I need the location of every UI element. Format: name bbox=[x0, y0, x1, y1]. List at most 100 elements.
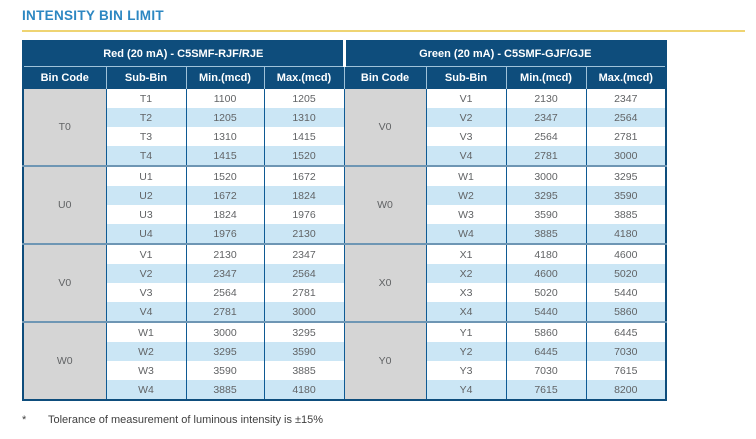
sub-bin-cell: V4 bbox=[105, 302, 186, 322]
max-cell: 6445 bbox=[585, 321, 667, 342]
footnote: * Tolerance of measurement of luminous i… bbox=[22, 414, 756, 426]
sub-bin-cell: X4 bbox=[425, 302, 507, 322]
min-cell: 2781 bbox=[505, 146, 587, 166]
sub-bin-cell: T2 bbox=[105, 108, 186, 127]
min-cell: 3885 bbox=[505, 224, 587, 244]
table-row: V2 2347 2564 X2 4600 5020 bbox=[23, 264, 667, 283]
footnote-text: Tolerance of measurement of luminous int… bbox=[48, 414, 324, 426]
column-header-green-bin-code: Bin Code bbox=[343, 66, 427, 89]
sub-bin-cell: X3 bbox=[425, 283, 507, 302]
min-cell: 1100 bbox=[185, 89, 264, 108]
min-cell: 1520 bbox=[185, 165, 264, 186]
min-cell: 5860 bbox=[505, 321, 587, 342]
bin-code-cell: V0 bbox=[22, 243, 106, 322]
bin-code-cell: U0 bbox=[22, 165, 106, 244]
sub-bin-cell: V2 bbox=[425, 108, 507, 127]
max-cell: 1520 bbox=[263, 146, 345, 166]
max-cell: 1824 bbox=[263, 186, 345, 205]
table-row: T2 1205 1310 V2 2347 2564 bbox=[23, 108, 667, 127]
max-cell: 3295 bbox=[585, 165, 667, 186]
min-cell: 3590 bbox=[185, 361, 264, 380]
table-row: W0 W1 3000 3295 Y0 Y1 5860 6445 bbox=[22, 321, 667, 400]
max-cell: 2781 bbox=[263, 283, 345, 302]
max-cell: 3885 bbox=[585, 205, 667, 224]
sub-bin-cell: V3 bbox=[425, 127, 507, 146]
bin-code-cell: X0 bbox=[343, 243, 427, 322]
sub-bin-cell: V3 bbox=[105, 283, 186, 302]
sub-bin-cell: Y4 bbox=[425, 380, 507, 400]
max-cell: 3000 bbox=[585, 146, 667, 166]
red-section-header: Red (20 mA) - C5SMF-RJF/RJE bbox=[23, 41, 345, 67]
min-cell: 6445 bbox=[505, 342, 587, 361]
intensity-bin-table: Red (20 mA) - C5SMF-RJF/RJE Green (20 mA… bbox=[22, 40, 668, 401]
sub-bin-cell: U4 bbox=[105, 224, 186, 244]
min-cell: 1824 bbox=[185, 205, 264, 224]
sub-bin-cell: V2 bbox=[105, 264, 186, 283]
max-cell: 4180 bbox=[263, 380, 345, 400]
min-cell: 5440 bbox=[505, 302, 587, 322]
section-header-row: Red (20 mA) - C5SMF-RJF/RJE Green (20 mA… bbox=[23, 41, 667, 67]
sub-bin-cell: W1 bbox=[105, 321, 186, 342]
bin-code-cell: Y0 bbox=[343, 321, 427, 400]
min-cell: 3590 bbox=[505, 205, 587, 224]
min-cell: 1415 bbox=[185, 146, 264, 166]
min-cell: 2564 bbox=[505, 127, 587, 146]
bin-code-cell: T0 bbox=[22, 89, 106, 166]
table-row: V0 V1 2130 2347 X0 X1 4180 4600 bbox=[22, 243, 667, 322]
sub-bin-cell: V1 bbox=[105, 243, 186, 264]
max-cell: 3295 bbox=[263, 321, 345, 342]
sub-bin-cell: T3 bbox=[105, 127, 186, 146]
table-row: U3 1824 1976 W3 3590 3885 bbox=[23, 205, 667, 224]
table-row: W3 3590 3885 Y3 7030 7615 bbox=[23, 361, 667, 380]
min-cell: 4600 bbox=[505, 264, 587, 283]
max-cell: 2564 bbox=[585, 108, 667, 127]
min-cell: 1205 bbox=[185, 108, 264, 127]
max-cell: 2347 bbox=[585, 89, 667, 108]
sub-bin-cell: V1 bbox=[425, 89, 507, 108]
min-cell: 2781 bbox=[185, 302, 264, 322]
sub-bin-cell: X1 bbox=[425, 243, 507, 264]
table-row: T4 1415 1520 V4 2781 3000 bbox=[23, 146, 667, 166]
column-header-green-sub-bin: Sub-Bin bbox=[425, 66, 507, 89]
sub-bin-cell: U3 bbox=[105, 205, 186, 224]
max-cell: 3590 bbox=[263, 342, 345, 361]
max-cell: 7030 bbox=[585, 342, 667, 361]
sub-bin-cell: X2 bbox=[425, 264, 507, 283]
min-cell: 5020 bbox=[505, 283, 587, 302]
max-cell: 1205 bbox=[263, 89, 345, 108]
sub-bin-cell: W1 bbox=[425, 165, 507, 186]
sub-bin-cell: T1 bbox=[105, 89, 186, 108]
column-header-green-max: Max.(mcd) bbox=[585, 66, 667, 89]
sub-bin-cell: W3 bbox=[425, 205, 507, 224]
sub-bin-cell: V4 bbox=[425, 146, 507, 166]
column-header-green-min: Min.(mcd) bbox=[505, 66, 587, 89]
min-cell: 2564 bbox=[185, 283, 264, 302]
sub-bin-cell: W3 bbox=[105, 361, 186, 380]
min-cell: 3295 bbox=[185, 342, 264, 361]
content-area: INTENSITY BIN LIMIT Red (20 mA) - C5SMF-… bbox=[22, 8, 756, 426]
table-row: W4 3885 4180 Y4 7615 8200 bbox=[23, 380, 667, 400]
min-cell: 1976 bbox=[185, 224, 264, 244]
column-header-red-sub-bin: Sub-Bin bbox=[105, 66, 186, 89]
table-row: T3 1310 1415 V3 2564 2781 bbox=[23, 127, 667, 146]
sub-bin-cell: W4 bbox=[105, 380, 186, 400]
table-row: T0 T1 1100 1205 V0 V1 2130 2347 bbox=[22, 89, 667, 166]
max-cell: 2564 bbox=[263, 264, 345, 283]
column-header-row: Bin Code Sub-Bin Min.(mcd) Max.(mcd) Bin… bbox=[23, 66, 667, 89]
min-cell: 1310 bbox=[185, 127, 264, 146]
max-cell: 3590 bbox=[585, 186, 667, 205]
table-row: W2 3295 3590 Y2 6445 7030 bbox=[23, 342, 667, 361]
max-cell: 5440 bbox=[585, 283, 667, 302]
footnote-marker: * bbox=[22, 414, 27, 426]
max-cell: 1672 bbox=[263, 165, 345, 186]
min-cell: 1672 bbox=[185, 186, 264, 205]
max-cell: 4600 bbox=[585, 243, 667, 264]
bin-code-cell: W0 bbox=[22, 321, 106, 400]
max-cell: 5860 bbox=[585, 302, 667, 322]
sub-bin-cell: Y3 bbox=[425, 361, 507, 380]
max-cell: 3885 bbox=[263, 361, 345, 380]
min-cell: 3885 bbox=[185, 380, 264, 400]
max-cell: 8200 bbox=[585, 380, 667, 400]
max-cell: 1415 bbox=[263, 127, 345, 146]
